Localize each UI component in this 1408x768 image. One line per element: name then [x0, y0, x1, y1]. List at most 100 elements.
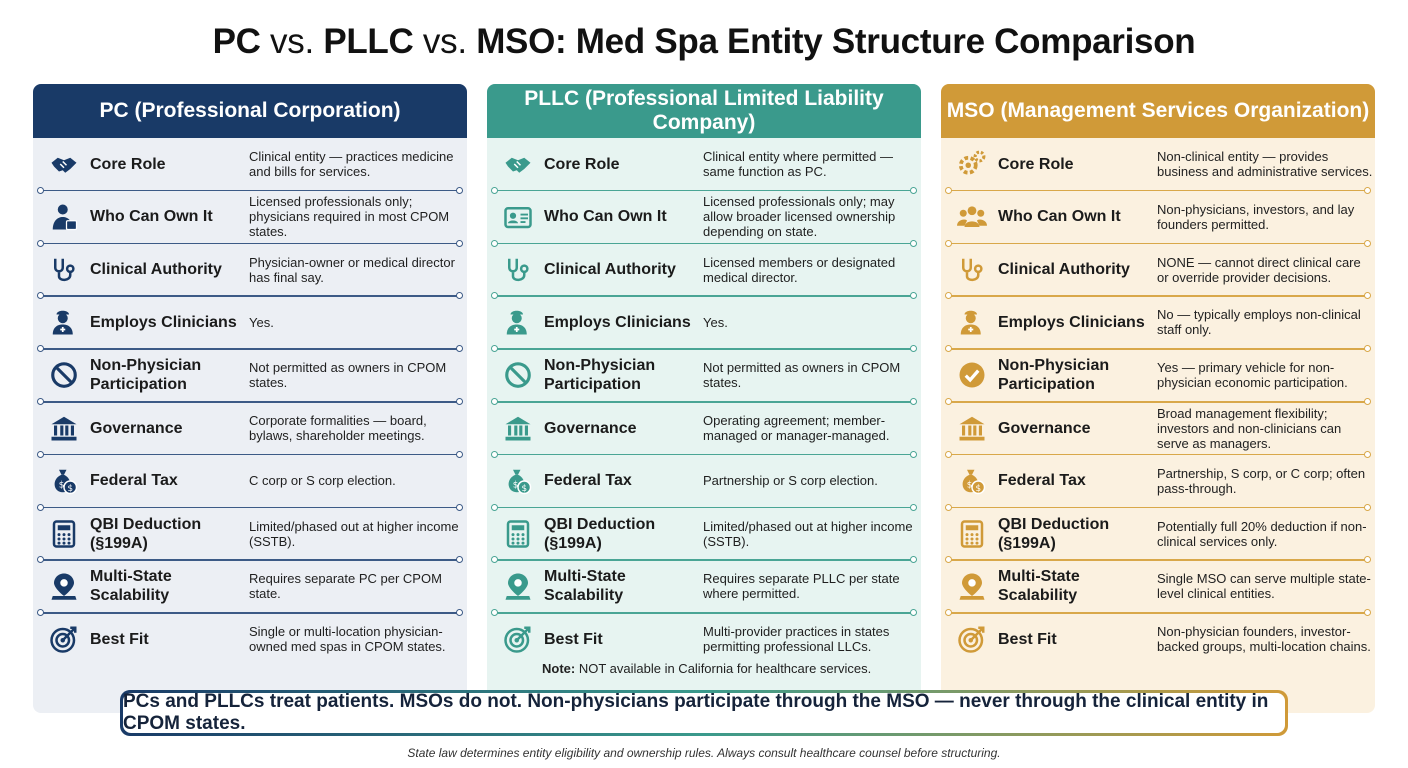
row-divider — [37, 557, 463, 563]
row-label: Core Role — [544, 155, 620, 173]
row-divider — [945, 609, 1371, 616]
row-description: Not permitted as owners in CPOM states. — [703, 360, 901, 391]
row-description: C corp or S corp election. — [249, 473, 396, 489]
row-label: Employs Clinicians — [544, 313, 691, 331]
row-divider — [37, 504, 463, 510]
id-card-icon — [497, 201, 539, 233]
comparison-row: Who Can Own It Licensed professionals onl… — [487, 191, 921, 243]
row-label: Best Fit — [90, 630, 149, 648]
row-label: Non-Physician Participation — [544, 357, 656, 394]
row-label: Who Can Own It — [544, 208, 667, 226]
government-building-icon — [43, 412, 85, 444]
row-divider — [491, 345, 917, 352]
comparison-row: Core Role Clinical entity — practices med… — [33, 138, 467, 190]
row-label: QBI Deduction (§199A) — [90, 515, 202, 552]
row-label: Best Fit — [998, 630, 1057, 648]
comparison-row: Core Role Non-clinical entity — provides … — [941, 138, 1375, 190]
comparison-row: Non-Physician Participation Not permitted… — [33, 349, 467, 401]
calculator-icon — [43, 518, 85, 550]
row-divider — [37, 240, 463, 246]
row-label: Clinical Authority — [998, 261, 1130, 279]
comparison-row: Governance Corporate formalities — board,… — [33, 402, 467, 454]
comparison-row: $ $ Federal Tax Partnership or S corp elect… — [487, 455, 921, 507]
target-icon — [497, 623, 539, 655]
row-description: Partnership or S corp election. — [703, 473, 878, 489]
row-divider — [37, 345, 463, 352]
row-divider — [945, 187, 1371, 193]
svg-text:$: $ — [67, 484, 73, 494]
comparison-row: $ $ Federal Tax Partnership, S corp, or C c… — [941, 455, 1375, 507]
comparison-row: Core Role Clinical entity where permitted… — [487, 138, 921, 190]
pllc-note: Note: NOT available in California for he… — [542, 661, 872, 676]
comparison-row: Employs Clinicians Yes. — [487, 296, 921, 348]
clinician-icon — [497, 306, 539, 338]
row-label: Core Role — [90, 155, 166, 173]
comparison-row: Governance Broad management flexibility; … — [941, 402, 1375, 454]
stethoscope-icon — [43, 254, 85, 286]
row-label: Non-Physician Participation — [90, 357, 202, 394]
row-divider — [37, 398, 463, 404]
row-label: Governance — [544, 419, 637, 437]
gears-icon — [951, 148, 993, 180]
calculator-icon — [497, 518, 539, 550]
check-circle-icon — [951, 359, 993, 391]
row-description: Limited/phased out at higher income (SST… — [703, 518, 913, 549]
row-divider — [945, 293, 1371, 299]
row-description: Not permitted as owners in CPOM states. — [249, 360, 447, 391]
row-label: Multi-State Scalability — [90, 568, 172, 605]
comparison-row: Who Can Own It Licensed professionals onl… — [33, 191, 467, 243]
row-label: Who Can Own It — [90, 208, 213, 226]
row-description: Yes. — [703, 314, 728, 330]
svg-text:$: $ — [513, 480, 519, 490]
group-icon — [951, 201, 993, 233]
row-divider — [37, 293, 463, 299]
comparison-row: Non-Physician Participation Yes — primary… — [941, 349, 1375, 401]
svg-text:$: $ — [967, 480, 973, 490]
row-divider — [945, 557, 1371, 563]
row-divider — [945, 451, 1371, 457]
row-label: Core Role — [998, 155, 1074, 173]
comparison-row: $ $ Federal Tax C corp or S corp election. — [33, 455, 467, 507]
svg-text:$: $ — [521, 484, 527, 494]
row-description: Physician-owner or medical director has … — [249, 254, 455, 285]
row-description: Licensed professionals only; may allow b… — [703, 194, 896, 240]
row-label: Non-Physician Participation — [998, 357, 1110, 394]
row-label: Best Fit — [544, 630, 603, 648]
row-divider — [37, 451, 463, 457]
row-label: Who Can Own It — [998, 208, 1121, 226]
row-description: Limited/phased out at higher income (SST… — [249, 518, 459, 549]
mso-column: MSO (Management Services Organization) C… — [941, 84, 1375, 713]
person-badge-icon — [43, 201, 85, 233]
government-building-icon — [497, 412, 539, 444]
row-divider — [491, 451, 917, 457]
stethoscope-icon — [497, 254, 539, 286]
row-divider — [491, 398, 917, 404]
map-pin-icon — [951, 570, 993, 602]
target-icon — [951, 623, 993, 655]
row-divider — [491, 504, 917, 510]
handshake-icon — [43, 148, 85, 180]
comparison-row: Employs Clinicians No — typically employs… — [941, 296, 1375, 348]
row-description: Corporate formalities — board, bylaws, s… — [249, 413, 427, 443]
row-divider — [945, 398, 1371, 404]
comparison-row: Best Fit Non-physician founders, investor… — [941, 613, 1375, 665]
map-pin-icon — [43, 570, 85, 602]
row-label: Governance — [90, 419, 183, 437]
calculator-icon — [951, 518, 993, 550]
row-description: Yes — primary vehicle for non-physician … — [1157, 360, 1348, 391]
comparison-row: QBI Deduction (§199A) Limited/phased out … — [487, 508, 921, 560]
svg-text:$: $ — [59, 480, 65, 490]
row-description: No — typically employs non-clinical staf… — [1157, 307, 1361, 338]
comparison-row: Employs Clinicians Yes. — [33, 296, 467, 348]
column-header: PLLC (Professional Limited Liability Com… — [487, 84, 921, 138]
footnote: State law determines entity eligibility … — [407, 746, 1001, 760]
comparison-row: QBI Deduction (§199A) Limited/phased out … — [33, 508, 467, 560]
row-description: Clinical entity — practices medicine and… — [249, 149, 454, 179]
comparison-row: Clinical Authority Physician-owner or med… — [33, 244, 467, 296]
handshake-icon — [497, 148, 539, 180]
comparison-row: Governance Operating agreement; member-ma… — [487, 402, 921, 454]
clinician-icon — [43, 306, 85, 338]
row-divider — [491, 240, 917, 246]
row-description: Multi-provider practices in states permi… — [703, 624, 890, 655]
row-description: Partnership, S corp, or C corp; often pa… — [1157, 465, 1366, 496]
